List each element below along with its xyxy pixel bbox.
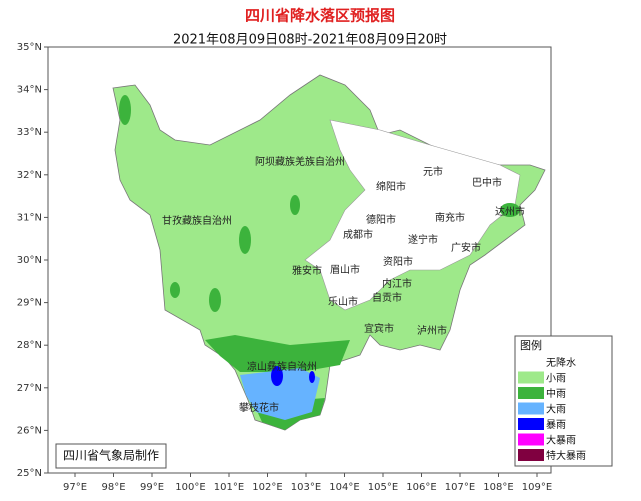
title: 四川省降水落区预报图 bbox=[245, 7, 395, 25]
legend-label: 大雨 bbox=[546, 403, 566, 416]
lat-label: 35°N bbox=[17, 42, 42, 53]
footer-box bbox=[55, 443, 167, 469]
lat-label: 28°N bbox=[17, 340, 42, 351]
city-label: 达州市 bbox=[495, 205, 525, 218]
legend-swatch bbox=[518, 387, 544, 399]
city-label: 凉山彝族自治州 bbox=[247, 360, 317, 373]
lon-label: 98°E bbox=[101, 482, 125, 493]
lat-label: 32°N bbox=[17, 170, 42, 181]
lat-label: 26°N bbox=[17, 425, 42, 436]
city-label: 阿坝藏族羌族自治州 bbox=[255, 155, 345, 168]
lat-label: 34°N bbox=[17, 85, 42, 96]
legend-swatch bbox=[518, 371, 544, 384]
city-label: 资阳市 bbox=[383, 255, 413, 268]
legend-swatch bbox=[518, 433, 544, 446]
lon-label: 107°E bbox=[445, 482, 475, 493]
city-label: 宜宾市 bbox=[364, 322, 394, 335]
city-label: 甘孜藏族自治州 bbox=[162, 214, 232, 227]
lon-label: 106°E bbox=[406, 482, 436, 493]
city-label: 巴中市 bbox=[472, 176, 502, 189]
lat-label: 33°N bbox=[17, 127, 42, 138]
lon-label: 101°E bbox=[214, 482, 244, 493]
city-label: 广安市 bbox=[451, 241, 481, 254]
legend-label: 暴雨 bbox=[546, 419, 566, 431]
city-label: 绵阳市 bbox=[376, 180, 406, 193]
legend-label: 特大暴雨 bbox=[546, 449, 586, 462]
city-label: 乐山市 bbox=[328, 295, 358, 308]
legend-label: 中雨 bbox=[546, 387, 566, 400]
lat-label: 27°N bbox=[17, 383, 42, 394]
lat-label: 29°N bbox=[17, 298, 42, 309]
city-label: 成都市 bbox=[343, 228, 373, 241]
province bbox=[112, 74, 546, 431]
lon-label: 102°E bbox=[252, 482, 282, 493]
legend-swatch bbox=[518, 402, 544, 415]
city-label: 内江市 bbox=[382, 277, 412, 290]
lon-label: 99°E bbox=[140, 482, 164, 493]
legend-swatch bbox=[518, 449, 544, 461]
lon-label: 104°E bbox=[329, 482, 359, 493]
city-label: 攀枝花市 bbox=[239, 401, 279, 414]
lon-label: 100°E bbox=[175, 482, 205, 493]
city-label: 遂宁市 bbox=[408, 233, 438, 246]
city-label: 自贡市 bbox=[372, 291, 402, 304]
city-label: 眉山市 bbox=[330, 263, 360, 276]
lon-label: 109°E bbox=[522, 482, 552, 493]
lon-label: 108°E bbox=[483, 482, 513, 493]
lon-label: 103°E bbox=[291, 482, 321, 493]
city-label: 元市 bbox=[423, 165, 443, 178]
legend-title: 图例 bbox=[520, 338, 542, 352]
city-label: 雅安市 bbox=[292, 264, 322, 277]
lon-label: 105°E bbox=[368, 482, 398, 493]
city-label: 南充市 bbox=[435, 211, 465, 224]
legend-swatch bbox=[518, 418, 544, 430]
city-label: 泸州市 bbox=[417, 324, 447, 337]
subtitle: 2021年08月09日08时-2021年08月09日20时 bbox=[173, 33, 447, 48]
footer: 四川省气象局制作 bbox=[63, 448, 159, 463]
city-label: 德阳市 bbox=[366, 213, 396, 226]
lat-label: 30°N bbox=[17, 255, 42, 266]
lon-label: 97°E bbox=[63, 482, 87, 493]
legend-label: 小雨 bbox=[546, 373, 566, 385]
lat-label: 25°N bbox=[17, 468, 42, 479]
legend-label: 无降水 bbox=[546, 356, 576, 369]
legend-swatch bbox=[517, 355, 545, 369]
legend-label: 大暴雨 bbox=[546, 434, 576, 447]
lat-label: 31°N bbox=[17, 212, 42, 223]
